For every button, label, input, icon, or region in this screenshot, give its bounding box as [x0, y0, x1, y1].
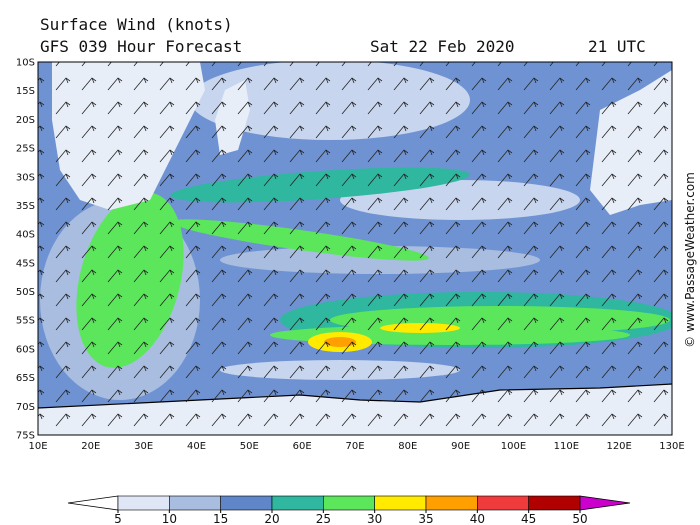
map-field [38, 62, 672, 435]
latitude-label: 55S [16, 316, 35, 327]
colorbar-segment [528, 495, 581, 511]
longitude-label: 60E [293, 441, 312, 452]
colorbar-tick-label: 50 [572, 512, 587, 525]
colorbar-segment [169, 495, 221, 511]
longitude-label: 40E [187, 441, 206, 452]
colorbar-tick-label: 5 [114, 512, 122, 525]
longitude-label: 130E [659, 441, 684, 452]
colorbar-segment [425, 495, 478, 511]
colorbar-segment [117, 495, 170, 511]
time: 21 UTC [588, 37, 646, 56]
colorbar-segment [323, 495, 375, 511]
latitude-label: 30S [16, 172, 35, 183]
colorbar-tick-label: 10 [162, 512, 177, 525]
longitude-label: 10E [28, 441, 47, 452]
latitude-label: 25S [16, 144, 35, 155]
colorbar-tick-label: 35 [418, 512, 433, 525]
longitude-label: 100E [501, 441, 526, 452]
latitude-label: 75S [16, 431, 35, 442]
longitude-label: 50E [240, 441, 259, 452]
colorbar-over [579, 495, 631, 511]
colorbar-segment [271, 495, 324, 511]
longitude-label: 20E [81, 441, 100, 452]
longitude-label: 80E [398, 441, 417, 452]
date: Sat 22 Feb 2020 [370, 37, 515, 56]
longitude-label: 30E [134, 441, 153, 452]
latitude-label: 50S [16, 287, 35, 298]
latitude-label: 60S [16, 344, 35, 355]
colorbar-tick-label: 20 [264, 512, 279, 525]
colorbar-segment [220, 495, 273, 511]
longitude-label: 90E [451, 441, 470, 452]
map-frame [37, 61, 673, 436]
longitude-label: 120E [606, 441, 631, 452]
latitude-label: 35S [16, 201, 35, 212]
latitude-label: 40S [16, 230, 35, 241]
colorbar-under [67, 495, 119, 511]
colorbar-tick-label: 30 [367, 512, 382, 525]
latitude-label: 15S [16, 86, 35, 97]
latitude-label: 70S [16, 402, 35, 413]
colorbar-tick-label: 25 [316, 512, 331, 525]
credit: © www.PassageWeather.com [683, 172, 697, 348]
latitude-label: 10S [16, 58, 35, 69]
colorbar-tick-label: 40 [470, 512, 485, 525]
latitude-label: 45S [16, 258, 35, 269]
latitude-label: 20S [16, 115, 35, 126]
colorbar-segment [374, 495, 427, 511]
subtitle: GFS 039 Hour Forecast [40, 37, 242, 56]
colorbar-segment [477, 495, 529, 511]
colorbar-tick-label: 45 [521, 512, 536, 525]
latitude-label: 65S [16, 373, 35, 384]
colorbar-tick-label: 15 [213, 512, 228, 525]
longitude-label: 110E [554, 441, 579, 452]
title: Surface Wind (knots) [40, 15, 233, 34]
longitude-label: 70E [345, 441, 364, 452]
